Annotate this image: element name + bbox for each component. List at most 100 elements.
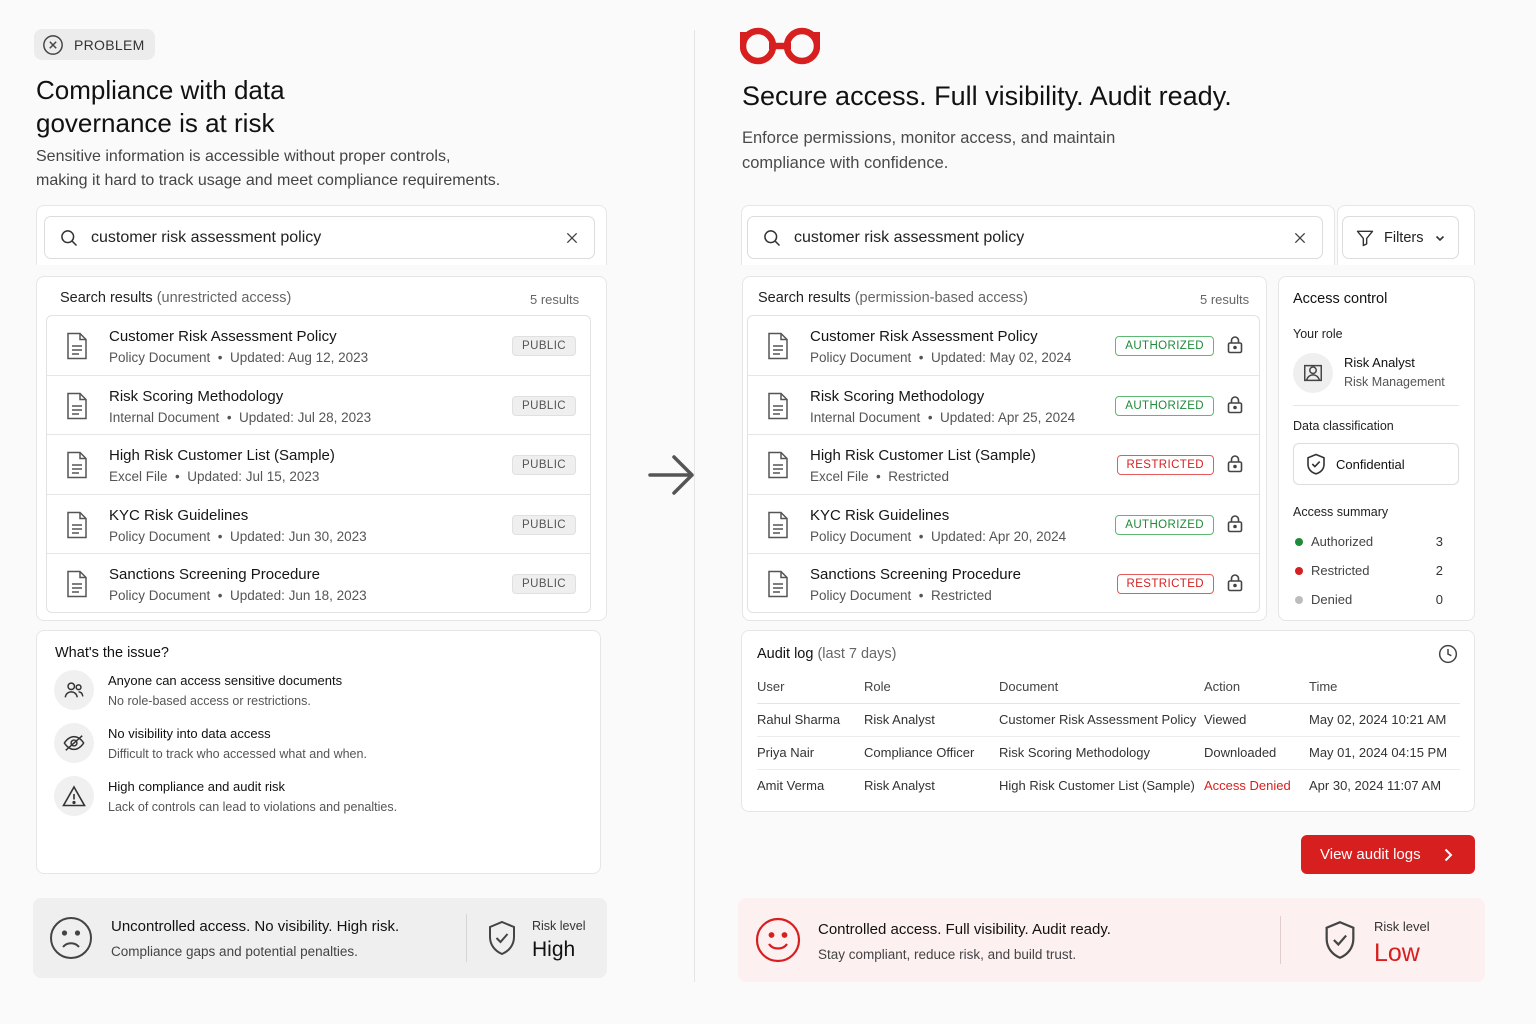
- right-title: Secure access. Full visibility. Audit re…: [742, 81, 1232, 111]
- filter-icon: [1356, 230, 1374, 246]
- results-qualifier: (unrestricted access): [156, 290, 292, 306]
- result-row[interactable]: KYC Risk Guidelines Policy Document • Upd…: [748, 495, 1259, 555]
- lock-icon-wrap: [1227, 573, 1243, 597]
- chevron-right-icon: [1444, 848, 1453, 861]
- status-dot: [1295, 537, 1303, 546]
- clear-icon[interactable]: [564, 230, 580, 246]
- document-icon-wrap: [766, 451, 790, 484]
- result-row[interactable]: KYC Risk Guidelines Policy Document • Upd…: [47, 495, 590, 555]
- result-row[interactable]: High Risk Customer List (Sample) Excel Fi…: [748, 435, 1259, 495]
- audit-column-header: Document: [999, 671, 1204, 704]
- result-updated: Updated: Apr 25, 2024: [940, 409, 1076, 425]
- access-badge: PUBLIC: [512, 395, 576, 416]
- issues-title: What's the issue?: [55, 645, 169, 661]
- results-list: Customer Risk Assessment Policy Policy Do…: [46, 315, 591, 613]
- risk-level-value: Low: [1374, 939, 1420, 967]
- summary-label: Restricted: [1311, 563, 1370, 578]
- audit-cell-role: Risk Analyst: [864, 703, 999, 737]
- issue-desc: No role-based access or restrictions.: [108, 694, 311, 708]
- result-meta: Internal Document • Updated: Apr 25, 202…: [810, 409, 1076, 425]
- result-meta: Internal Document • Updated: Jul 28, 202…: [109, 409, 372, 425]
- eye-off-icon: [63, 735, 85, 751]
- status-dot: [1295, 595, 1303, 604]
- clear-icon[interactable]: [1292, 230, 1308, 246]
- issue-icon-circle: [54, 670, 94, 710]
- view-audit-logs-button[interactable]: View audit logs: [1301, 835, 1475, 874]
- audit-log-qualifier: (last 7 days): [817, 646, 897, 662]
- audit-log-header: Audit log (last 7 days): [757, 646, 896, 662]
- result-type: Excel File: [810, 469, 869, 485]
- result-updated: Updated: Apr 20, 2024: [931, 528, 1067, 544]
- user-badge-icon: [1304, 364, 1322, 382]
- arrow-right-icon: [648, 455, 694, 495]
- search-input[interactable]: customer risk assessment policy: [44, 216, 595, 259]
- result-title: Customer Risk Assessment Policy: [810, 328, 1038, 345]
- audit-column-header: Time: [1309, 671, 1460, 704]
- document-icon: [67, 571, 87, 598]
- result-row[interactable]: Sanctions Screening Procedure Policy Docu…: [47, 554, 590, 612]
- title-line: Compliance with data: [36, 75, 285, 105]
- result-type: Policy Document: [810, 588, 912, 604]
- right-footer: Controlled access. Full visibility. Audi…: [738, 898, 1485, 982]
- issue-title: High compliance and audit risk: [108, 779, 286, 794]
- lock-icon: [1227, 395, 1243, 413]
- classification-value: Confidential: [1336, 456, 1405, 472]
- right-subtitle: Enforce permissions, monitor access, and…: [742, 126, 1115, 176]
- role-name: Risk Analyst: [1344, 355, 1415, 370]
- access-badge: PUBLIC: [512, 574, 576, 595]
- document-icon: [768, 451, 788, 479]
- audit-log-table: User Role Document Action Time Rahul Sharma R…: [757, 671, 1460, 802]
- results-count: 5 results: [530, 292, 580, 307]
- issue-text: Anyone can access sensitive documents No …: [108, 673, 342, 710]
- results-header-label: Search results: [60, 290, 153, 306]
- access-summary-label: Access summary: [1293, 505, 1389, 519]
- document-icon-wrap: [766, 392, 790, 425]
- right-results-list: Customer Risk Assessment Policy Policy Do…: [747, 315, 1260, 613]
- result-updated: Updated: Jun 18, 2023: [230, 588, 367, 604]
- subtitle-line: Sensitive information is accessible with…: [36, 148, 451, 165]
- document-icon-wrap: [65, 570, 89, 603]
- result-row[interactable]: Customer Risk Assessment Policy Policy Do…: [47, 316, 590, 376]
- role-dept: Risk Management: [1344, 375, 1445, 389]
- access-badge: AUTHORIZED: [1115, 336, 1214, 356]
- filters-button[interactable]: Filters: [1342, 216, 1459, 259]
- result-meta: Policy Document • Updated: Aug 12, 2023: [109, 350, 369, 365]
- result-type: Excel File: [109, 469, 168, 485]
- document-icon: [768, 511, 788, 539]
- lock-icon-wrap: [1227, 454, 1243, 478]
- document-icon: [67, 332, 87, 360]
- summary-row: Restricted 2: [1295, 563, 1443, 578]
- risk-level-label: Risk level: [1374, 919, 1430, 934]
- audit-cell-time: Apr 30, 2024 11:07 AM: [1309, 778, 1442, 794]
- footer-divider: [466, 914, 467, 962]
- document-icon-wrap: [65, 451, 89, 484]
- right-footer-title: Controlled access. Full visibility. Audi…: [818, 921, 1111, 938]
- data-classification-label: Data classification: [1293, 419, 1394, 433]
- lock-icon-wrap: [1227, 395, 1243, 419]
- result-meta: Policy Document • Updated: Apr 20, 2024: [810, 528, 1067, 544]
- result-row[interactable]: Risk Scoring Methodology Internal Documen…: [748, 376, 1259, 436]
- classification-box: Confidential: [1293, 443, 1459, 485]
- document-icon: [67, 451, 87, 479]
- result-type: Policy Document: [810, 528, 912, 544]
- search-icon: [764, 229, 781, 246]
- issues-panel: [36, 630, 601, 874]
- issue-text: High compliance and audit risk Lack of co…: [108, 779, 397, 816]
- issue-icon-circle: [54, 723, 94, 763]
- right-search-input[interactable]: customer risk assessment policy: [747, 216, 1323, 259]
- result-row[interactable]: Risk Scoring Methodology Internal Documen…: [47, 376, 590, 436]
- clock-icon[interactable]: [1438, 644, 1458, 664]
- result-row[interactable]: High Risk Customer List (Sample) Excel Fi…: [47, 435, 590, 495]
- result-title: Sanctions Screening Procedure: [109, 566, 320, 584]
- lock-icon: [1227, 574, 1243, 592]
- audit-column-header: User: [757, 671, 864, 704]
- result-row[interactable]: Customer Risk Assessment Policy Policy Do…: [748, 316, 1259, 376]
- access-badge: RESTRICTED: [1116, 455, 1214, 476]
- document-icon-wrap: [766, 511, 790, 544]
- access-badge: AUTHORIZED: [1115, 514, 1214, 535]
- lock-icon-wrap: [1227, 514, 1243, 538]
- result-title: Risk Scoring Methodology: [810, 387, 985, 405]
- result-row[interactable]: Sanctions Screening Procedure Policy Docu…: [748, 554, 1259, 612]
- subtitle-line: making it hard to track usage and meet c…: [36, 172, 501, 189]
- result-title: KYC Risk Guidelines: [810, 506, 950, 524]
